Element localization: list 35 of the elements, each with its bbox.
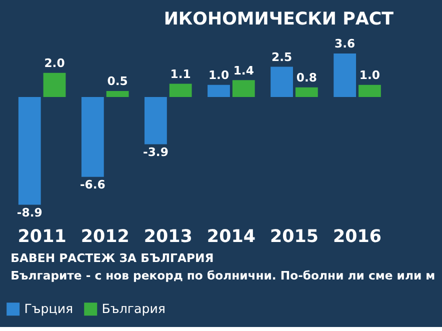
- bar: [18, 97, 41, 205]
- legend-label: Гърция: [24, 301, 74, 316]
- text: БАВЕН РАСТЕЖ ЗА БЪЛГАРИЯ: [10, 250, 214, 265]
- data-label: -6.6: [80, 178, 106, 192]
- bar: [208, 84, 230, 98]
- data-label: 1.0: [359, 68, 380, 82]
- x-tick-label: 2015: [270, 227, 319, 248]
- data-label: 1.0: [208, 68, 230, 82]
- data-label: -3.9: [143, 144, 168, 159]
- data-label: 1.4: [233, 63, 254, 78]
- legend-label: България: [102, 301, 166, 316]
- chart-title: ИКОНОМИЧЕСКИ РАСТ: [164, 9, 394, 30]
- x-tick-label: 2011: [18, 227, 66, 248]
- data-label: -8.9: [16, 205, 42, 220]
- x-tick-label: 2016: [333, 227, 382, 248]
- data-label: 3.6: [334, 36, 356, 51]
- bar: [81, 97, 104, 177]
- bar: [169, 84, 192, 98]
- data-label: 2.0: [44, 56, 65, 70]
- bar: [106, 90, 129, 98]
- data-label: 0.5: [107, 74, 128, 88]
- x-tick-label: 2012: [80, 227, 130, 248]
- bar: [232, 80, 255, 98]
- x-tick-label: 2014: [206, 227, 256, 248]
- text: Българите - с нов рекорд по болнични. По-болни ли сме или м: [10, 268, 436, 282]
- x-tick-label: 2013: [144, 227, 192, 248]
- data-label: 1.1: [170, 66, 191, 81]
- bar: [43, 72, 66, 98]
- bar: [334, 53, 356, 98]
- bar: [144, 97, 167, 144]
- data-label: 0.8: [296, 70, 317, 85]
- bar: [295, 87, 318, 98]
- bar: [358, 84, 381, 98]
- bar: [270, 66, 293, 98]
- data-label: 2.5: [272, 50, 292, 64]
